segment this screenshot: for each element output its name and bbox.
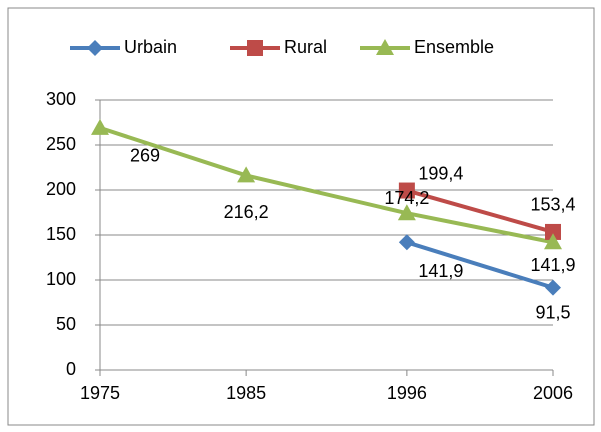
data-label: 141,9 — [530, 255, 575, 275]
data-label: 199,4 — [418, 163, 463, 183]
legend-item: Ensemble — [360, 37, 494, 57]
marker — [397, 204, 416, 221]
data-label: 141,9 — [418, 261, 463, 281]
data-label: 216,2 — [224, 202, 269, 222]
y-tick-label: 200 — [46, 179, 76, 199]
series-line — [406, 240, 554, 290]
marker — [91, 118, 109, 135]
marker — [247, 40, 263, 56]
y-tick-label: 50 — [56, 314, 76, 334]
data-label: 269 — [130, 146, 160, 166]
legend-item: Urbain — [70, 37, 177, 57]
legend-label: Ensemble — [414, 37, 494, 57]
marker — [398, 182, 415, 199]
x-tick-label: 1975 — [80, 383, 120, 403]
marker — [87, 40, 103, 56]
series-line — [99, 125, 554, 245]
y-tick-label: 250 — [46, 134, 76, 154]
y-tick-label: 150 — [46, 224, 76, 244]
marker — [544, 233, 562, 250]
y-tick-label: 300 — [46, 89, 76, 109]
marker — [545, 279, 561, 296]
series-line — [406, 188, 554, 234]
data-label: 174,2 — [384, 188, 429, 208]
y-tick-label: 100 — [46, 269, 76, 289]
x-tick-label: 2006 — [533, 383, 573, 403]
x-tick-label: 1985 — [226, 383, 266, 403]
x-tick-label: 1996 — [387, 383, 427, 403]
chart-frame — [7, 7, 595, 426]
marker — [545, 223, 561, 240]
data-label: 153,4 — [530, 195, 575, 215]
legend-label: Rural — [284, 37, 327, 57]
marker — [376, 39, 394, 55]
legend-item: Rural — [230, 37, 327, 57]
legend-label: Urbain — [124, 37, 177, 57]
marker — [237, 166, 256, 183]
y-tick-label: 0 — [66, 359, 76, 379]
data-label: 91,5 — [535, 302, 570, 322]
marker — [398, 234, 415, 251]
